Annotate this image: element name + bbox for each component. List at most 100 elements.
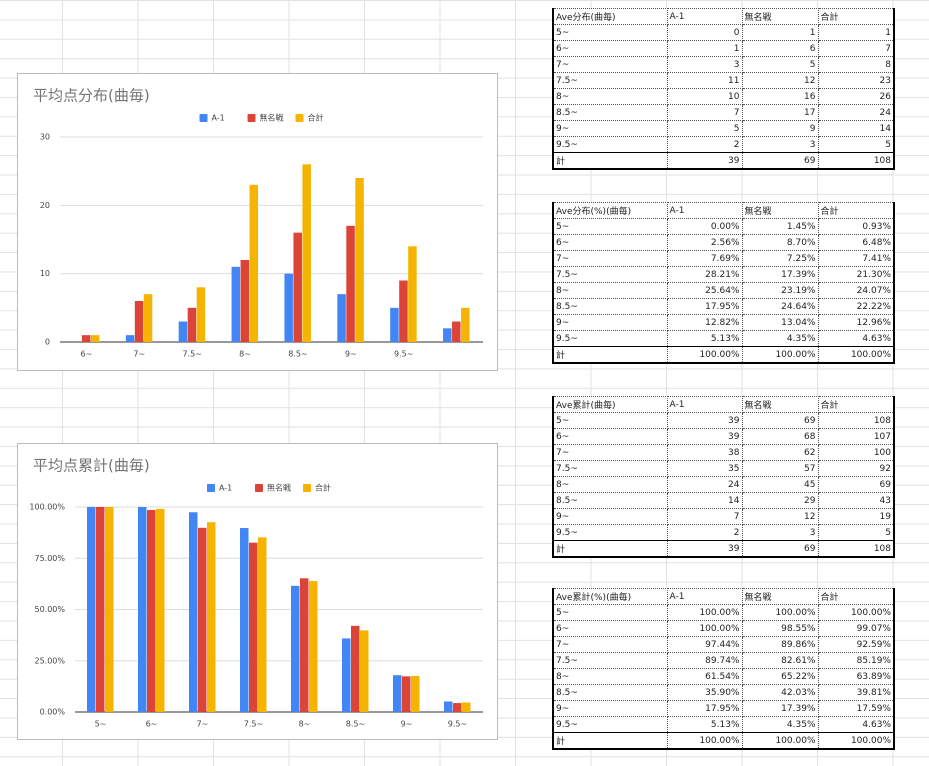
table-cell[interactable]: 39.81%	[817, 684, 895, 701]
table-cell[interactable]: 17.39%	[741, 266, 819, 283]
table-cell[interactable]: 1	[817, 24, 895, 41]
table-cell[interactable]: 4.35%	[741, 716, 819, 733]
table-cell[interactable]: 5~	[552, 604, 668, 621]
table-cell[interactable]: 7~	[552, 56, 668, 73]
table-cell[interactable]: 17	[741, 104, 819, 121]
table-cell[interactable]: 100.00%	[741, 732, 819, 750]
table-cell[interactable]: 2	[666, 524, 743, 541]
table-cell[interactable]: 3	[741, 136, 819, 153]
table-cell[interactable]: 45	[741, 476, 819, 493]
table-cell[interactable]: 35.90%	[666, 684, 743, 701]
table-cell[interactable]: 98.55%	[741, 620, 819, 637]
table-cell[interactable]: 108	[817, 412, 895, 429]
table-cell[interactable]: 108	[817, 152, 895, 170]
table-cell[interactable]: 69	[741, 152, 819, 170]
table-cell[interactable]: 21.30%	[817, 266, 895, 283]
table-cell[interactable]: 100	[817, 444, 895, 461]
table-cell[interactable]: 7~	[552, 250, 668, 267]
header-cell[interactable]: 無名戦	[741, 202, 819, 219]
table-cell[interactable]: 5	[817, 524, 895, 541]
table-cell[interactable]: 89.74%	[666, 652, 743, 669]
table-cell[interactable]: 9.5~	[552, 716, 668, 733]
table-cell[interactable]: 43	[817, 492, 895, 509]
table-cell[interactable]: 100.00%	[817, 604, 895, 621]
table-cell[interactable]: 28.21%	[666, 266, 743, 283]
table-cell[interactable]: 3	[666, 56, 743, 73]
table-cell[interactable]: 39	[666, 428, 743, 445]
table-cell[interactable]: 7.69%	[666, 250, 743, 267]
table-cell[interactable]: 0	[666, 24, 743, 41]
table-cell[interactable]: 24	[817, 104, 895, 121]
table-cell[interactable]: 39	[666, 152, 743, 170]
table-cell[interactable]: 8~	[552, 88, 668, 105]
table-cell[interactable]: 8~	[552, 476, 668, 493]
table-cell[interactable]: 9~	[552, 120, 668, 137]
table-cell[interactable]: 7~	[552, 444, 668, 461]
table-cell[interactable]: 23	[817, 72, 895, 89]
table-cell[interactable]: 100.00%	[817, 346, 895, 364]
table-cell[interactable]: 13.04%	[741, 314, 819, 331]
table-cell[interactable]: 100.00%	[741, 604, 819, 621]
table-cell[interactable]: 7.25%	[741, 250, 819, 267]
table-cell[interactable]: 4.35%	[741, 330, 819, 347]
table-cell[interactable]: 5~	[552, 412, 668, 429]
table-cell[interactable]: 3	[741, 524, 819, 541]
table-cell[interactable]: 39	[666, 540, 743, 558]
table-cell[interactable]: 5~	[552, 24, 668, 41]
table-cell[interactable]: 22.22%	[817, 298, 895, 315]
table-cell[interactable]: 2.56%	[666, 234, 743, 251]
table-cell[interactable]: 6~	[552, 40, 668, 57]
table-cell[interactable]: 24.64%	[741, 298, 819, 315]
table-cell[interactable]: 1.45%	[741, 218, 819, 235]
table-cell[interactable]: 12	[741, 72, 819, 89]
table-cell[interactable]: 9~	[552, 508, 668, 525]
table-cell[interactable]: 計	[552, 732, 668, 750]
table-cell[interactable]: 9	[741, 120, 819, 137]
table-cell[interactable]: 計	[552, 152, 668, 170]
table-cell[interactable]: 100.00%	[666, 732, 743, 750]
header-cell[interactable]: 合計	[817, 396, 895, 413]
table-cell[interactable]: 25.64%	[666, 282, 743, 299]
table-cell[interactable]: 7.5~	[552, 266, 668, 283]
table-cell[interactable]: 8	[817, 56, 895, 73]
table-cell[interactable]: 100.00%	[666, 346, 743, 364]
table-cell[interactable]: 24	[666, 476, 743, 493]
table-cell[interactable]: 8.5~	[552, 104, 668, 121]
header-cell[interactable]: A-1	[666, 8, 743, 25]
header-cell[interactable]: A-1	[666, 202, 743, 219]
table-cell[interactable]: 8.70%	[741, 234, 819, 251]
table-cell[interactable]: 61.54%	[666, 668, 743, 685]
header-cell[interactable]: 無名戦	[741, 588, 819, 605]
table-cell[interactable]: 計	[552, 346, 668, 364]
table-cell[interactable]: 5~	[552, 218, 668, 235]
table-cell[interactable]: 9.5~	[552, 524, 668, 541]
table-cell[interactable]: 26	[817, 88, 895, 105]
table-cell[interactable]: 62	[741, 444, 819, 461]
table-cell[interactable]: 99.07%	[817, 620, 895, 637]
table-cell[interactable]: 12.96%	[817, 314, 895, 331]
table-cell[interactable]: 14	[817, 120, 895, 137]
table-cell[interactable]: 0.93%	[817, 218, 895, 235]
table-cell[interactable]: 57	[741, 460, 819, 477]
table-cell[interactable]: 42.03%	[741, 684, 819, 701]
header-cell[interactable]: Ave分布(曲毎)	[552, 8, 668, 25]
header-cell[interactable]: Ave分布(%)(曲毎)	[552, 202, 668, 219]
table-cell[interactable]: 7.5~	[552, 652, 668, 669]
table-cell[interactable]: 6.48%	[817, 234, 895, 251]
table-cell[interactable]: 7.5~	[552, 72, 668, 89]
table-cell[interactable]: 5	[666, 120, 743, 137]
table-cell[interactable]: 8~	[552, 668, 668, 685]
header-cell[interactable]: 無名戦	[741, 396, 819, 413]
table-cell[interactable]: 100.00%	[817, 732, 895, 750]
table-cell[interactable]: 8~	[552, 282, 668, 299]
table-cell[interactable]: 68	[741, 428, 819, 445]
table-cell[interactable]: 17.95%	[666, 298, 743, 315]
table-cell[interactable]: 5.13%	[666, 330, 743, 347]
table-cell[interactable]: 35	[666, 460, 743, 477]
table-cell[interactable]: 7.5~	[552, 460, 668, 477]
table-cell[interactable]: 69	[741, 412, 819, 429]
table-cell[interactable]: 17.39%	[741, 700, 819, 717]
table-cell[interactable]: 7	[817, 40, 895, 57]
table-cell[interactable]: 11	[666, 72, 743, 89]
table-cell[interactable]: 24.07%	[817, 282, 895, 299]
